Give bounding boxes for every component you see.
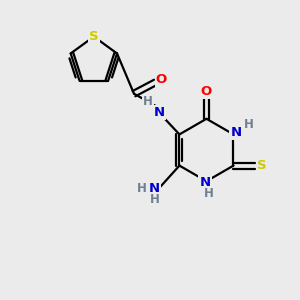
Text: N: N: [200, 176, 211, 189]
Text: S: S: [89, 30, 99, 43]
Text: H: H: [244, 118, 254, 131]
Text: N: N: [154, 106, 165, 119]
Text: H: H: [150, 193, 160, 206]
Text: H: H: [137, 182, 147, 195]
Text: O: O: [156, 73, 167, 86]
Text: H: H: [204, 187, 214, 200]
Text: N: N: [230, 126, 242, 140]
Text: H: H: [143, 95, 153, 108]
Text: N: N: [149, 182, 160, 195]
Text: S: S: [256, 159, 266, 172]
Text: O: O: [201, 85, 212, 98]
